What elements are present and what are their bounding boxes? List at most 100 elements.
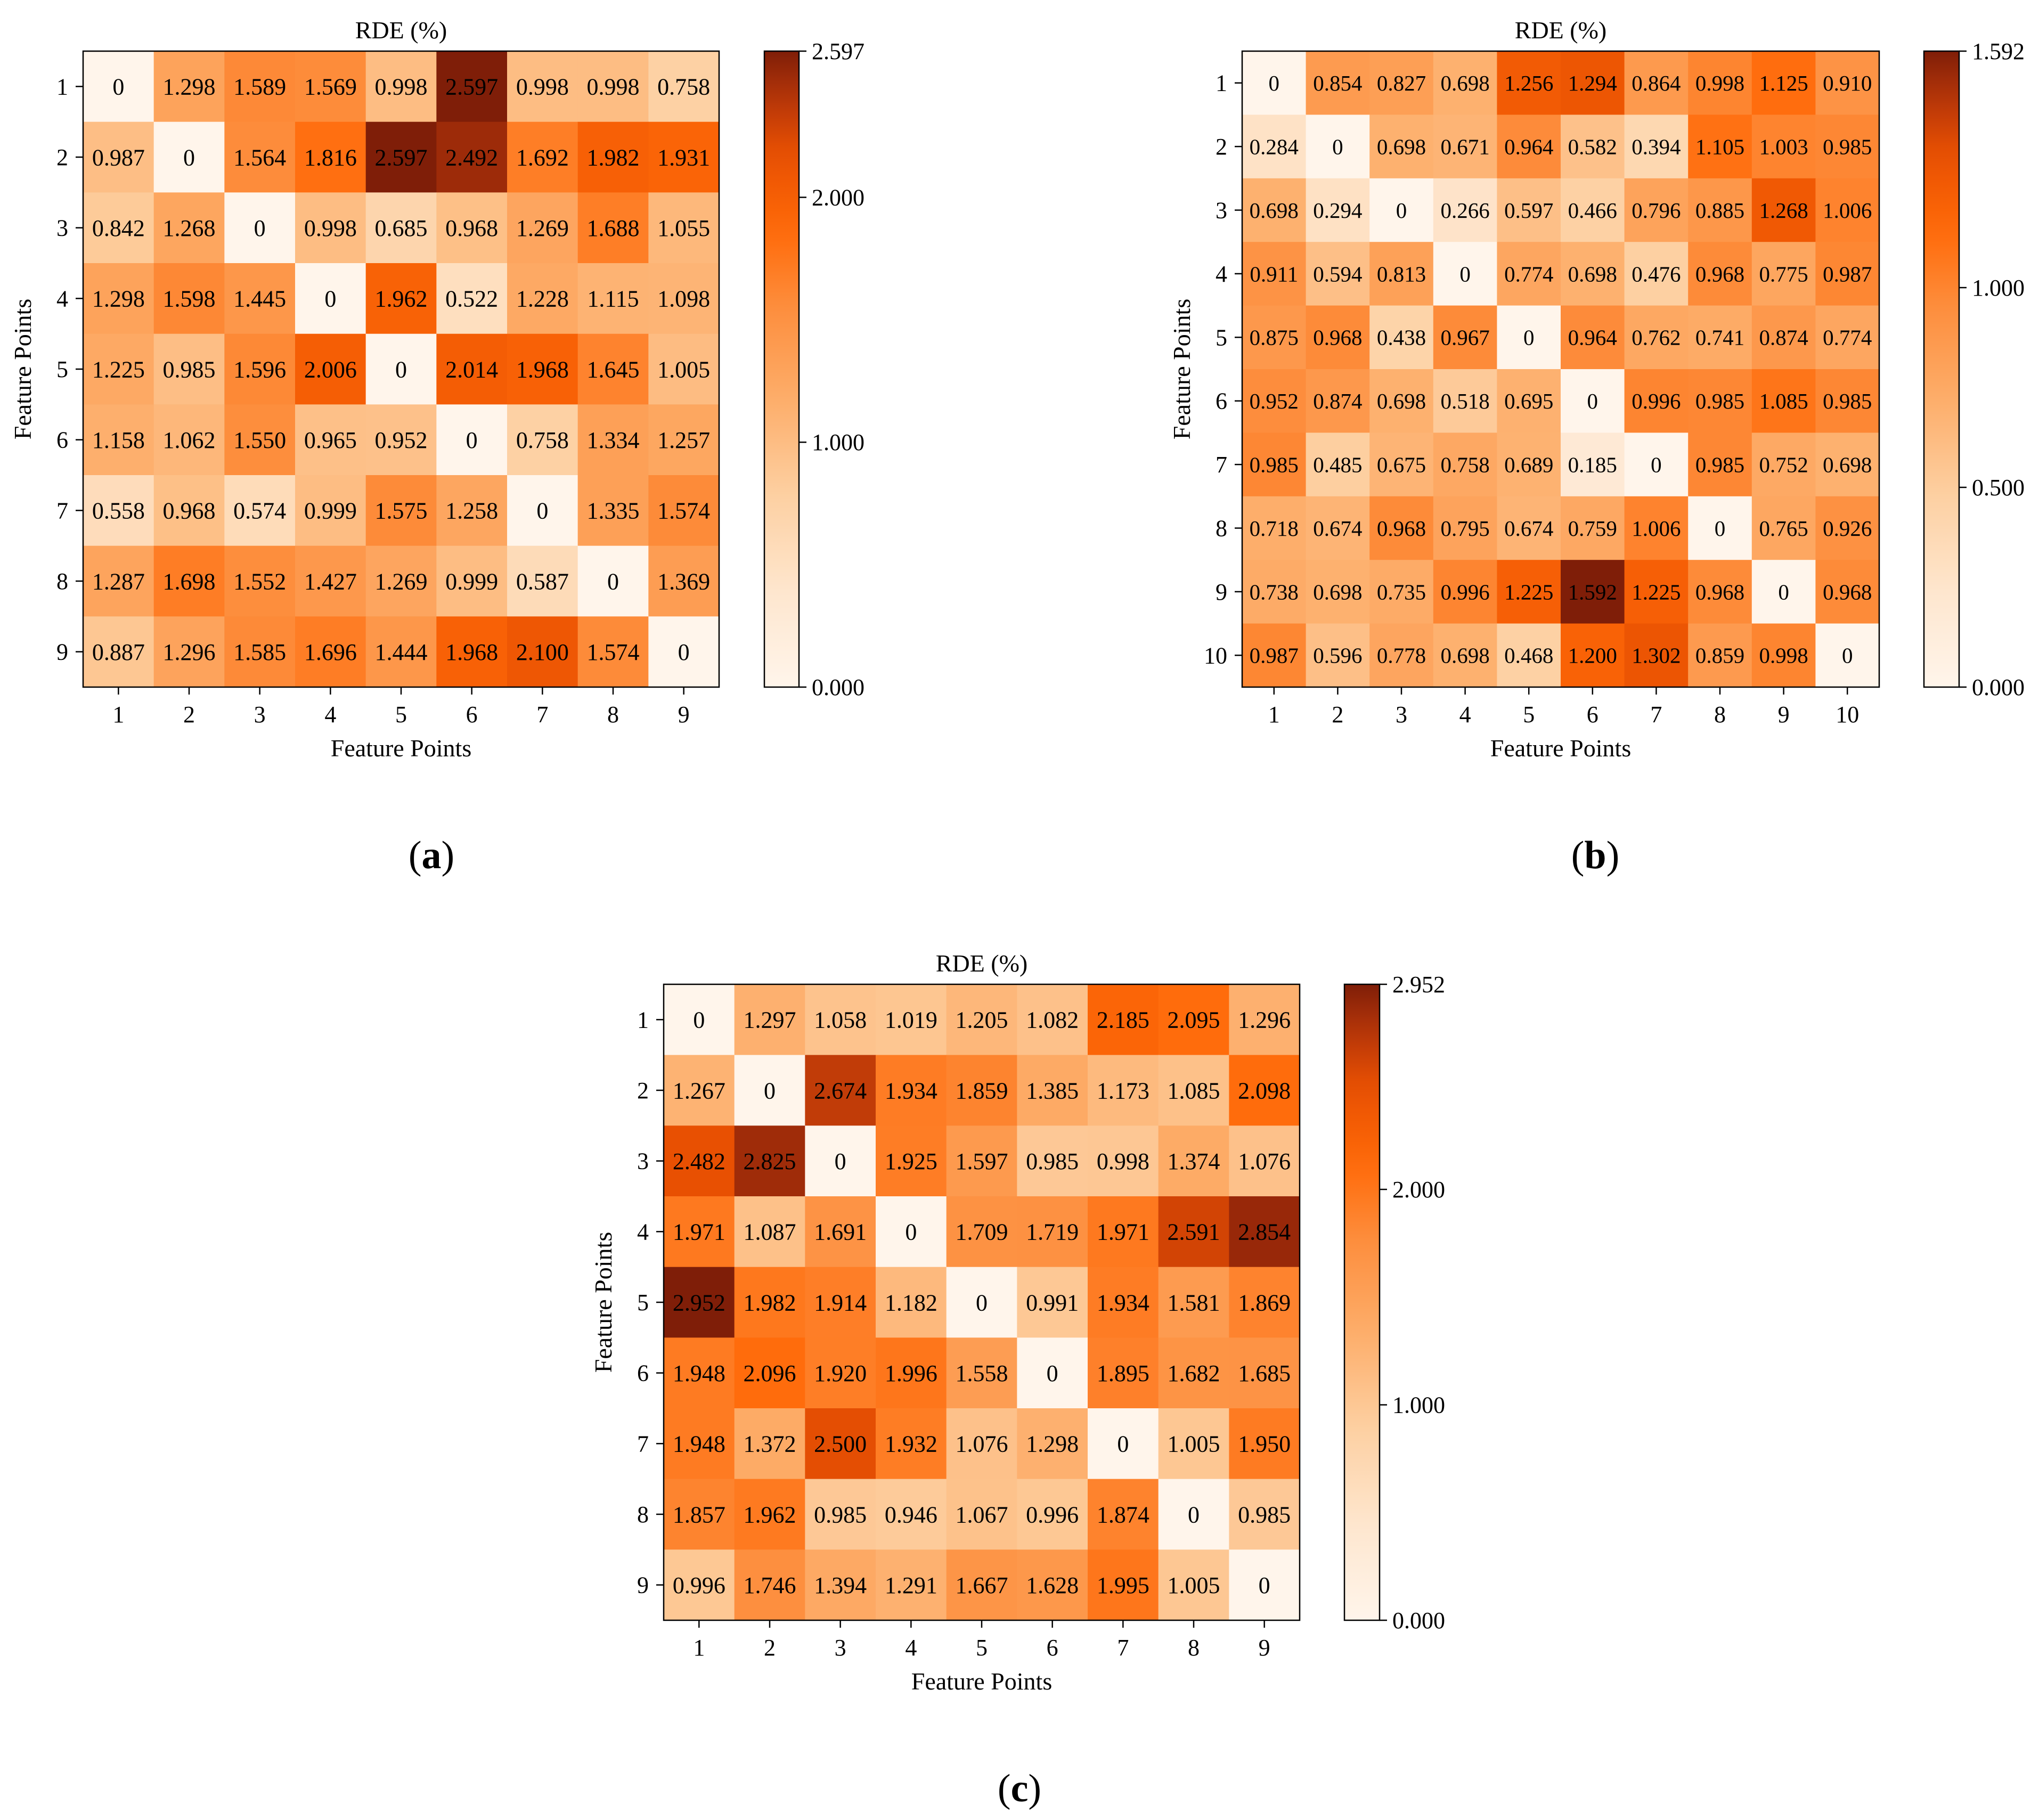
cell-value-label-r3-c3: 0 [254, 215, 266, 241]
cell-value-label-r8-c7: 0.587 [516, 568, 569, 594]
heatmap-cell-r9-c5 [1497, 560, 1561, 624]
cell-value-label-r8-c5: 1.067 [956, 1501, 1008, 1528]
cell-value-label-r9-c2: 1.296 [163, 639, 216, 665]
heatmap-cell-r5-c2 [153, 333, 225, 405]
cell-value-label-r1-c3: 1.058 [814, 1007, 867, 1033]
cell-value-label-r7-c5: 1.575 [375, 498, 428, 524]
heatmap-cell-r8-c1 [83, 545, 154, 617]
heatmap-cell-r7-c5 [946, 1408, 1017, 1480]
heatmap-cell-r7-c2 [153, 475, 225, 546]
heatmap-cell-r7-c7 [1624, 432, 1689, 497]
heatmap-cell-r6-c4 [1433, 369, 1497, 433]
cell-value-label-r3-c7: 1.269 [516, 215, 569, 241]
cell-value-label-r7-c3: 0.675 [1377, 452, 1426, 477]
cell-value-label-r8-c6: 0.999 [445, 568, 498, 594]
cell-value-label-r1-c8: 0.998 [587, 74, 640, 100]
heatmap-cell-r4-c1 [83, 263, 154, 334]
heatmap-cell-r9-c10 [1815, 560, 1880, 624]
cell-value-label-r1-c8: 0.998 [1695, 71, 1744, 95]
heatmap-cell-r3-c8 [1688, 178, 1752, 242]
colorbar [763, 50, 800, 688]
cell-value-label-r4-c3: 1.445 [233, 286, 286, 312]
heatmap-cell-r5-c2 [1306, 305, 1370, 370]
x-tick-label: 6 [466, 701, 478, 728]
cell-value-label-r8-c4: 1.427 [304, 568, 357, 594]
heatmap-cell-r5-c4 [1433, 305, 1497, 370]
cell-value-label-r3-c2: 0.294 [1313, 198, 1362, 223]
cell-value-label-r2-c3: 0.698 [1377, 134, 1426, 159]
cell-value-label-r6-c2: 0.874 [1313, 389, 1362, 413]
cell-value-label-r3-c6: 0.968 [445, 215, 498, 241]
cell-value-label-r2-c1: 0.987 [92, 144, 145, 170]
cell-value-label-r9-c6: 1.592 [1568, 580, 1617, 604]
panel-label: (a) [409, 834, 454, 877]
heatmap-cell-r1-c7 [507, 51, 578, 123]
y-tick-label: 1 [1216, 70, 1227, 96]
heatmap-cell-r5-c1 [664, 1267, 735, 1338]
heatmap-cell-r10-c6 [1561, 623, 1625, 688]
heatmap-cell-r8-c2 [153, 545, 225, 617]
cell-value-label-r10-c6: 1.200 [1568, 643, 1617, 668]
heatmap-cell-r2-c5 [365, 121, 437, 193]
cell-value-label-r6-c7: 0.996 [1632, 389, 1681, 413]
heatmap-cell-r6-c7 [1088, 1337, 1159, 1409]
heatmap-cell-r8-c4 [876, 1479, 947, 1550]
cell-value-label-r3-c9: 1.076 [1238, 1148, 1291, 1174]
y-tick-label: 4 [1216, 261, 1227, 287]
cell-value-label-r6-c9: 1.257 [657, 427, 710, 453]
cell-value-label-r5-c5: 0 [976, 1289, 988, 1316]
heatmap-cell-r4-c9 [1751, 242, 1816, 306]
heatmap-cell-r7-c9 [1751, 432, 1816, 497]
cell-value-label-r9-c2: 1.746 [744, 1572, 796, 1598]
heatmap-cell-r3-c5 [1497, 178, 1561, 242]
cell-value-label-r6-c3: 0.698 [1377, 389, 1426, 413]
cell-value-label-r2-c3: 2.674 [814, 1078, 867, 1104]
heatmap-cell-r8-c4 [1433, 496, 1497, 560]
plot-frame [1241, 50, 1880, 688]
cell-value-label-r3-c7: 0.796 [1632, 198, 1681, 223]
cell-value-label-r9-c5: 1.444 [375, 639, 428, 665]
heatmap-cell-r6-c4 [295, 404, 366, 476]
cell-value-label-r9-c3: 1.585 [233, 639, 286, 665]
cell-value-label-r6-c1: 1.158 [92, 427, 145, 453]
cell-value-label-r2-c10: 0.985 [1823, 134, 1872, 159]
cell-value-label-r9-c5: 1.225 [1504, 580, 1553, 604]
heatmap-cell-r1-c7 [1088, 984, 1159, 1056]
heatmap-panel-b: 0 0.854 0.827 0.698 1.256 1.294 0.864 0.998 1.12… [1168, 17, 2025, 877]
cell-value-label-r3-c3: 0 [835, 1148, 846, 1174]
heatmap-cell-r5-c6 [436, 333, 508, 405]
cell-value-label-r9-c6: 1.628 [1026, 1572, 1079, 1598]
heatmap-cell-r2-c3 [1369, 115, 1434, 179]
heatmap-cell-r8-c2 [734, 1479, 805, 1550]
cell-value-label-r4-c6: 1.719 [1026, 1219, 1079, 1245]
heatmap-cell-r8-c7 [1088, 1479, 1159, 1550]
heatmap-cell-r2-c9 [648, 121, 720, 193]
cell-value-label-r4-c4: 0 [1459, 262, 1471, 286]
heatmap-cell-r4-c7 [1088, 1196, 1159, 1268]
heatmap-cell-r7-c4 [876, 1408, 947, 1480]
cell-value-label-r9-c9: 0 [1778, 580, 1789, 604]
cell-value-label-r5-c8: 0.741 [1695, 325, 1744, 350]
cell-value-label-r2-c1: 1.267 [673, 1078, 725, 1104]
cell-value-label-r7-c9: 1.950 [1238, 1431, 1291, 1457]
heatmap-cell-r10-c3 [1369, 623, 1434, 688]
heatmap-cell-r8-c5 [1497, 496, 1561, 560]
heatmap-cell-r10-c4 [1433, 623, 1497, 688]
panel-label-letter: a [422, 834, 442, 877]
cell-value-label-r8-c1: 1.287 [92, 568, 145, 594]
heatmap-cell-r8-c6 [436, 545, 508, 617]
heatmap-cell-r2-c8 [1158, 1055, 1229, 1126]
heatmap-cell-r5-c8 [577, 333, 649, 405]
cell-value-label-r2-c9: 1.931 [657, 144, 710, 170]
cell-value-label-r3-c1: 2.482 [673, 1148, 725, 1174]
y-tick-label: 4 [637, 1219, 649, 1245]
y-tick-label: 5 [1216, 324, 1227, 350]
heatmap-cell-r3-c9 [1229, 1125, 1300, 1197]
y-axis-label: Feature Points [1168, 299, 1195, 439]
cell-value-label-r3-c10: 1.006 [1823, 198, 1872, 223]
cell-value-label-r6-c3: 1.550 [233, 427, 286, 453]
cell-value-label-r9-c2: 0.698 [1313, 580, 1362, 604]
y-tick-label: 4 [56, 285, 68, 312]
cell-value-label-r7-c4: 0.999 [304, 498, 357, 524]
cell-value-label-r5-c9: 1.005 [657, 356, 710, 382]
